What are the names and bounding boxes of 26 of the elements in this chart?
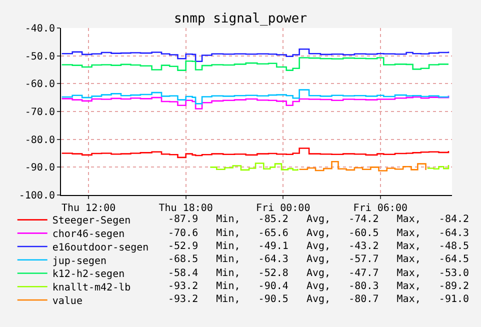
text: -52.9 Min, -49.1 Avg, -43.2 Max, -48.5 xyxy=(168,241,470,252)
legend-label: e16outdoor-segen xyxy=(52,242,149,254)
text: -87.9 Min, -85.2 Avg, -74.2 Max, -84.2 xyxy=(168,214,470,225)
legend-label: k12-h2-segen xyxy=(52,269,125,280)
text: -93.2 Min, -90.4 Avg, -80.3 Max, -89.2 xyxy=(168,281,470,292)
y-tick-label: -100.0 xyxy=(18,190,55,202)
chart-title: snmp signal_power xyxy=(174,12,308,27)
text: -93.2 Min, -90.5 Avg, -80.7 Max, -91.0 xyxy=(168,294,470,305)
y-tick-label: -70.0 xyxy=(24,107,55,118)
y-tick-label: -40.0 xyxy=(24,24,55,34)
legend-label: chor46-segen xyxy=(52,229,125,240)
y-tick-label: -80.0 xyxy=(24,134,55,146)
legend-label: value xyxy=(52,296,82,307)
x-tick-label: Thu 12:00 xyxy=(61,203,116,214)
text: -58.4 Min, -52.8 Avg, -47.7 Max, -53.0 xyxy=(168,268,470,279)
x-tick-label: Fri 00:00 xyxy=(256,203,310,214)
x-tick-label: Thu 18:00 xyxy=(158,203,213,214)
text: -70.6 Min, -65.6 Avg, -60.5 Max, -64.3 xyxy=(168,228,470,239)
x-tick-label: Fri 06:00 xyxy=(353,203,408,214)
legend-label: knallt-m42-lb xyxy=(52,282,131,294)
y-tick-label: -60.0 xyxy=(24,79,55,90)
legend-label: Steeger-Segen xyxy=(52,216,131,227)
legend-label: jup-segen xyxy=(52,256,107,267)
y-tick-label: -50.0 xyxy=(24,51,55,62)
y-tick-label: -90.0 xyxy=(24,162,55,174)
text: -68.5 Min, -64.3 Avg, -57.7 Max, -64.5 xyxy=(168,254,470,265)
